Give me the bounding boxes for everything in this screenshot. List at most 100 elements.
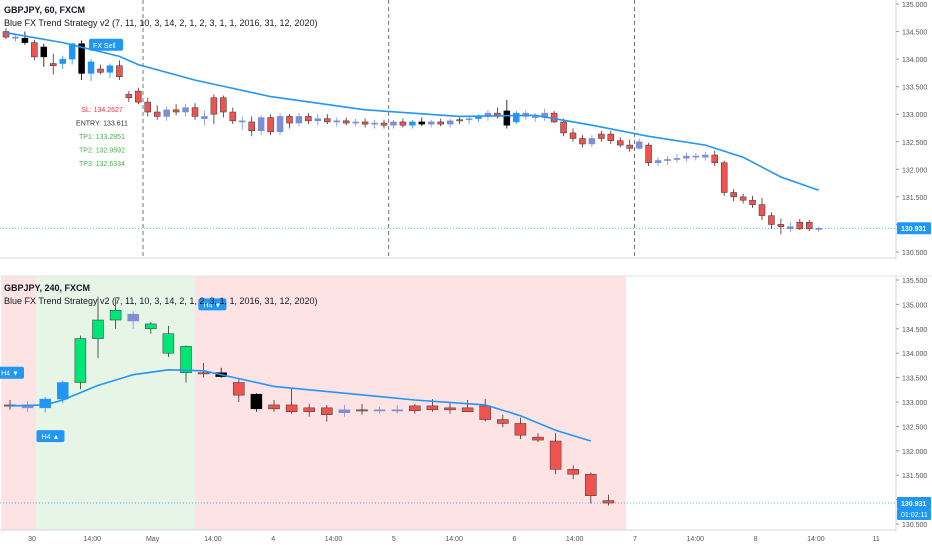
bottom-candle-body [92,319,104,339]
top-pane-strategy: Blue FX Trend Strategy v2 (7, 11, 10, 3,… [4,18,318,28]
fx-sell-badge [89,38,124,51]
bottom-time-tick-label: 14:00 [445,536,463,543]
bottom-candle-body [197,372,210,375]
top-price-tick-label: 133.500 [902,85,927,92]
top-candle-body [720,162,728,193]
top-candle-body [276,116,284,133]
bottom-candle-body [567,469,579,475]
top-candle-body [125,94,133,98]
top-candle-body [144,101,151,113]
trade-level-label: TP2: 132.9592 [79,148,125,155]
top-candle-body [116,65,123,77]
bottom-price-tick-label: 133.000 [902,400,927,407]
top-candle-body [153,111,161,117]
bottom-time-tick-label: 8 [754,536,758,543]
bottom-candle-body [268,404,280,410]
top-price-tick-label: 132.500 [902,140,927,147]
top-price-tick-label: 132.000 [902,167,927,174]
bottom-time-tick-label: 14:00 [566,536,584,543]
top-candle-body [106,65,114,73]
top-ma-line [5,31,819,192]
bottom-candle-body [585,473,597,496]
bottom-candle-body [479,405,491,420]
bottom-time-tick-label: 30 [28,536,36,543]
top-candle-body [777,224,785,227]
top-candle-body [40,46,48,58]
bottom-time-tick-label: 14:00 [807,536,825,543]
bottom-time-tick-label: 11 [873,536,880,543]
top-candle-body [390,121,397,126]
bottom-price-tick-label: 134.500 [902,327,927,334]
bottom-time-tick-label: 5 [392,536,396,543]
h4-signal-label: H4 ▼ [203,302,221,309]
top-candle-body [579,138,586,145]
bottom-candle-body [250,393,263,410]
bottom-candle-body [321,407,333,415]
top-candle-body [163,109,170,117]
bottom-candle-body [444,407,456,411]
bottom-candle-body [373,409,386,412]
top-candle-body [352,121,359,124]
top-pane-bg [0,0,932,258]
top-candle-body [342,120,350,124]
top-price-tick-label: 131.500 [902,195,927,202]
top-candle-body [513,112,520,123]
bottom-time-tick-label: May [146,536,160,543]
top-candle-body [617,140,624,146]
top-candle-body [806,221,813,230]
top-candle-body [702,154,709,158]
top-candle-body [711,154,718,163]
top-candle-body [409,121,416,126]
bottom-candle-body [127,313,139,322]
top-candle-body [739,196,747,201]
bottom-candle-body [549,440,562,470]
top-candle-body [97,68,104,73]
bottom-candle-body [162,333,175,354]
bottom-candle-body [338,409,351,413]
bottom-price-tick-label: 135.000 [902,302,927,309]
bottom-candle-body [57,382,69,400]
top-candle-body [229,111,237,122]
top-candle-body [683,155,690,159]
top-candle-body [768,215,775,225]
top-candle-body [305,116,312,122]
bottom-price-tick-label: 134.000 [902,351,927,358]
bottom-countdown-badge [897,508,931,520]
h4-signal-badge [36,430,65,443]
top-candle-body [239,120,246,123]
bottom-time-tick-label: 14:00 [325,536,343,543]
top-candle-body [692,155,700,158]
top-candle-body [664,159,671,161]
bottom-candle-body [285,404,298,413]
bottom-candle-body [514,423,527,436]
top-pane-symbol: GBPJPY, 60, FXCM [4,5,86,15]
bottom-price-tick-label: 131.500 [902,473,927,480]
bottom-candle-body [532,436,544,441]
top-candle-body [191,107,199,117]
bottom-last-price-label: 130.931 [901,501,926,508]
top-price-tick-label: 134.500 [902,30,927,37]
top-candle-body [21,37,29,43]
top-candle-body [569,132,577,139]
top-candle-body [446,120,454,125]
bottom-candle-body [356,409,368,412]
top-candle-body [361,121,369,125]
top-candle-body [645,144,652,163]
top-candle-body [730,192,737,198]
top-candle-body [295,116,303,124]
h4-signal-label: H4 ▲ [42,434,60,441]
top-candle-body [598,133,605,139]
top-candle-body [465,118,473,121]
trade-level-label: ENTRY: 133.611 [76,121,128,128]
bottom-candle-body [74,338,87,383]
top-price-tick-label: 135.000 [902,2,927,9]
top-candle-body [635,141,643,149]
top-price-tick-label: 130.500 [902,250,927,257]
top-candle-body [257,117,265,132]
top-candle-body [626,144,633,149]
bottom-last-price-badge [897,496,931,509]
bottom-price-tick-label: 135.500 [902,278,927,285]
top-candle-body [78,43,85,74]
